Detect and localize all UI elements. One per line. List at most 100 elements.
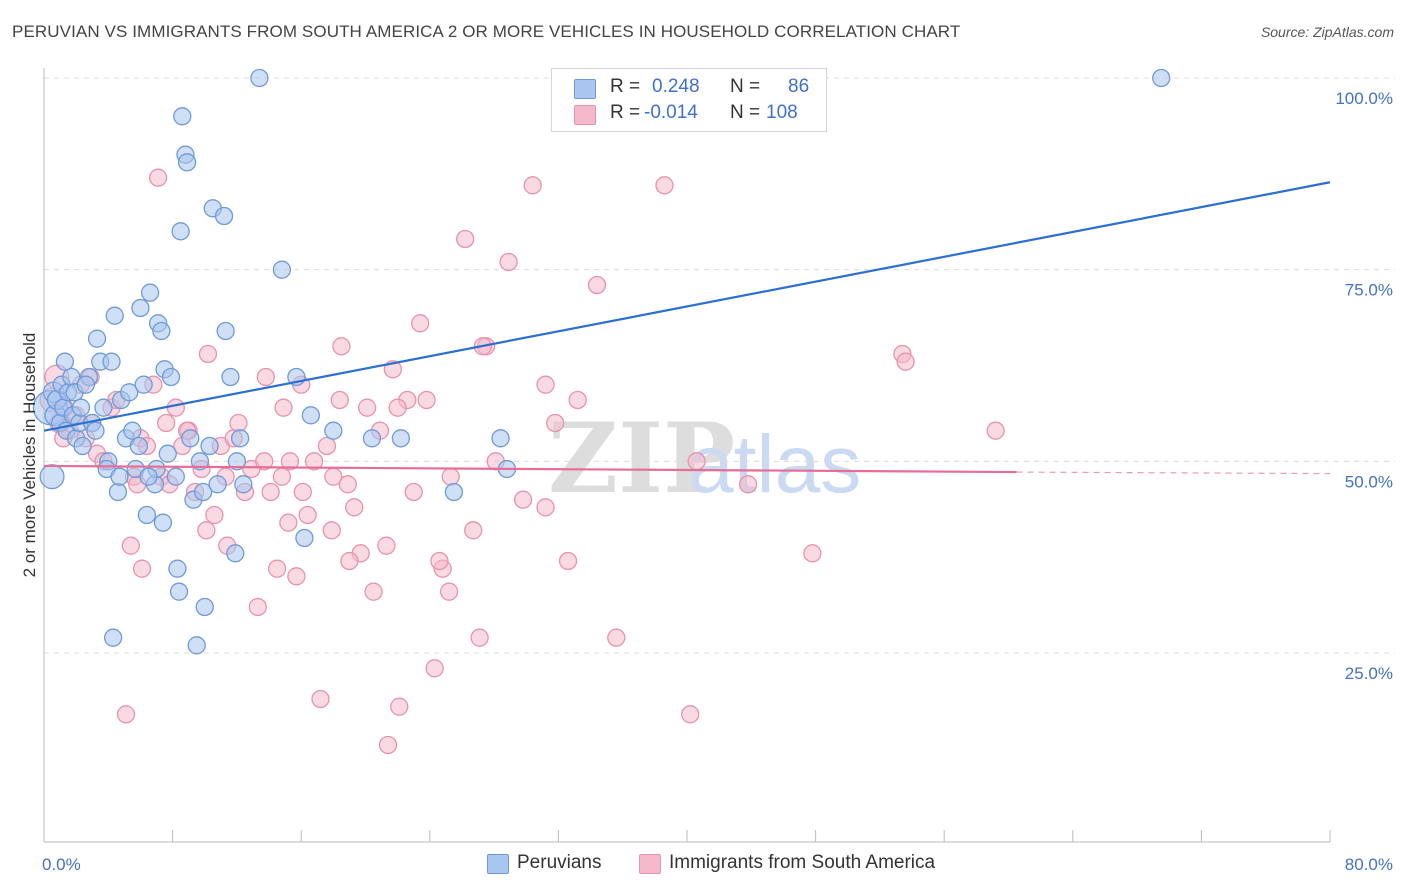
tick-labels: 25.0% 50.0% 75.0% 100.0% 0.0% 80.0% — [42, 89, 1393, 874]
data-point — [134, 375, 153, 394]
data-point — [587, 275, 607, 295]
data-point — [687, 452, 706, 471]
data-point — [317, 436, 337, 456]
data-point — [391, 429, 411, 448]
data-point — [166, 467, 185, 486]
data-point — [280, 452, 300, 471]
data-point — [187, 636, 206, 655]
legend-n-value: 86 — [788, 76, 810, 97]
data-point — [195, 597, 214, 617]
data-point — [148, 168, 168, 187]
data-point — [227, 452, 247, 471]
data-point — [250, 68, 269, 88]
data-point — [190, 452, 210, 471]
data-point — [171, 222, 190, 241]
data-point — [536, 375, 555, 394]
data-point — [153, 513, 173, 532]
data-point — [230, 429, 250, 448]
data-point — [157, 413, 176, 433]
data-point — [425, 659, 444, 678]
trend-line — [43, 181, 1331, 432]
data-point — [152, 321, 171, 341]
data-point — [208, 475, 227, 494]
data-point — [338, 475, 357, 494]
data-point — [121, 536, 140, 555]
data-point — [279, 513, 298, 532]
data-point — [311, 689, 330, 709]
legend-swatch-pink — [574, 105, 596, 125]
peruvian-points — [32, 68, 1171, 655]
data-point — [301, 406, 320, 425]
data-point — [324, 421, 343, 440]
data-point — [94, 398, 113, 417]
data-point — [439, 582, 459, 601]
data-point — [513, 490, 533, 509]
data-point — [681, 705, 700, 724]
data-point — [256, 367, 275, 387]
data-point — [896, 352, 915, 371]
data-point — [293, 482, 312, 502]
trend-line-extension — [1016, 471, 1331, 475]
data-point — [523, 176, 542, 195]
watermark-atlas: atlas — [688, 419, 861, 510]
data-point — [226, 544, 245, 563]
data-point — [332, 337, 351, 356]
data-point — [76, 375, 95, 394]
data-point — [322, 521, 341, 540]
data-point — [105, 306, 124, 325]
data-point — [173, 107, 192, 126]
legend-r-label: R = — [610, 76, 641, 97]
data-point — [214, 206, 234, 226]
data-point — [378, 735, 398, 755]
data-point — [330, 390, 349, 410]
data-point — [205, 505, 224, 525]
data-point — [546, 413, 565, 433]
data-point — [102, 352, 121, 371]
data-point — [129, 436, 148, 456]
y-tick-label: 75.0% — [1345, 281, 1393, 300]
data-point — [161, 367, 181, 387]
data-point — [177, 153, 197, 172]
source-note: Source: ZipAtlas.com — [1260, 24, 1394, 40]
data-point — [456, 229, 475, 249]
legend-r-value: -0.014 — [644, 102, 698, 123]
data-point — [261, 482, 280, 502]
grid-lines — [44, 77, 1395, 654]
data-point — [388, 398, 407, 417]
y-axis-label: 2 or more Vehicles in Household — [20, 333, 39, 578]
data-point — [39, 464, 65, 490]
data-point — [404, 482, 423, 502]
data-point — [193, 482, 213, 502]
data-point — [362, 429, 382, 448]
series-swatch-blue — [487, 854, 509, 874]
data-point — [390, 697, 409, 716]
data-point — [140, 283, 160, 302]
data-point — [738, 475, 758, 494]
y-tick-label: 100.0% — [1335, 89, 1393, 108]
series-swatch-pink — [639, 854, 661, 874]
data-point — [110, 467, 129, 486]
data-point — [357, 398, 377, 417]
trend-lines — [43, 181, 1331, 475]
immigrants-points — [39, 168, 1005, 755]
data-point — [123, 421, 142, 440]
data-point — [295, 528, 314, 548]
legend-swatch-blue — [574, 79, 596, 99]
data-point — [1152, 68, 1171, 88]
data-point — [430, 551, 449, 571]
data-point — [986, 421, 1005, 440]
data-point — [87, 329, 107, 348]
x-tick-label: 80.0% — [1345, 855, 1393, 874]
data-point — [345, 498, 364, 517]
data-point — [558, 551, 578, 571]
data-point — [166, 398, 185, 417]
data-point — [464, 521, 483, 540]
data-point — [139, 467, 158, 486]
data-point — [86, 421, 105, 440]
data-point — [441, 467, 460, 486]
data-point — [248, 597, 267, 617]
data-point — [272, 260, 292, 279]
data-point — [116, 705, 136, 724]
